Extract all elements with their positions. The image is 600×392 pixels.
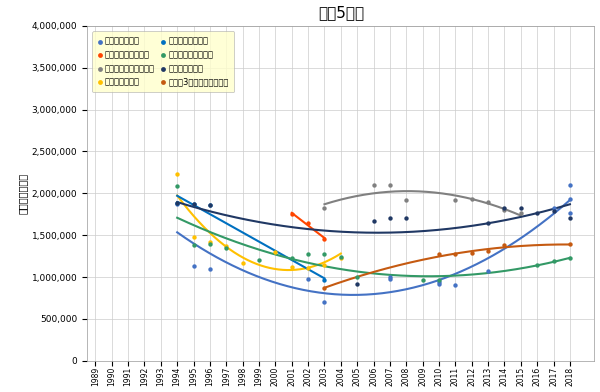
サンプラハ東陽 xyxy=(172,201,182,207)
ローズハイム東陽町 xyxy=(549,258,559,264)
永信東陽ハイツ xyxy=(500,205,509,212)
ローズハイム東陽町 xyxy=(205,240,215,247)
サンプラハ東陽 xyxy=(385,276,395,282)
Y-axis label: 坤単価（万円）: 坤単価（万円） xyxy=(17,173,28,214)
秀和第3東陽町レジデンス xyxy=(565,241,575,248)
マンション東陽 xyxy=(336,255,346,261)
永信東陽ハイツ xyxy=(352,281,362,287)
サンプラハ東陽 xyxy=(451,282,460,289)
秀和第3東陽町レジデンス xyxy=(320,285,329,291)
ダイアパレス東陽町 xyxy=(320,236,329,243)
パークハウス木場公園 xyxy=(467,196,476,202)
ローズハイム東陽町 xyxy=(221,245,231,251)
ローズハイム東陽町 xyxy=(352,274,362,280)
マンション東陽 xyxy=(205,239,215,245)
ローズハイム東陽町 xyxy=(189,242,199,249)
マンション東陽 xyxy=(221,243,231,249)
永信東陽ハイツ xyxy=(483,220,493,227)
秀和第3東陽町レジデンス xyxy=(451,250,460,257)
ローズハイム東陽町 xyxy=(172,183,182,189)
永信東陽ハイツ xyxy=(565,214,575,221)
サンプラハ東陽 xyxy=(565,211,575,217)
サンプラハ東陽 xyxy=(205,265,215,272)
マンション東陽 xyxy=(189,234,199,240)
永信東陽ハイツ xyxy=(516,205,526,212)
ローズハイム東陽町 xyxy=(320,251,329,258)
マンション東陽 xyxy=(238,260,247,266)
ローズハイム東陽町 xyxy=(287,255,296,261)
ローズハイム東陽町 xyxy=(565,255,575,261)
Legend: サンプラハ東陽, ダイアパレス東陽町, パークハウス木場公園, マンション東陽, ルミナス木場公園, ローズハイム東陽町, 永信東陽ハイツ, 秀和第3東陽町レジ: サンプラハ東陽, ダイアパレス東陽町, パークハウス木場公園, マンション東陽,… xyxy=(92,31,235,93)
秀和第3東陽町レジデンス xyxy=(467,250,476,256)
Title: 東陽5丁目: 東陽5丁目 xyxy=(318,5,364,20)
パークハウス木場公園 xyxy=(500,207,509,213)
永信東陽ハイツ xyxy=(172,200,182,207)
秀和第3東陽町レジデンス xyxy=(434,251,444,258)
パークハウス木場公園 xyxy=(320,205,329,212)
ルミナス木場公園 xyxy=(205,202,215,208)
パークハウス木場公園 xyxy=(401,197,411,203)
マンション東陽 xyxy=(287,264,296,270)
パークハウス木場公園 xyxy=(369,182,379,188)
ローズハイム東陽町 xyxy=(532,262,542,269)
永信東陽ハイツ xyxy=(532,211,542,217)
ローズハイム東陽町 xyxy=(434,277,444,283)
ルミナス木場公園 xyxy=(189,201,199,207)
永信東陽ハイツ xyxy=(401,215,411,221)
サンプラハ東陽 xyxy=(565,182,575,188)
パークハウス木場公園 xyxy=(385,182,395,188)
サンプラハ東陽 xyxy=(483,268,493,274)
秀和第3東陽町レジデンス xyxy=(500,242,509,249)
サンプラハ東陽 xyxy=(434,279,444,285)
サンプラハ東陽 xyxy=(189,263,199,269)
サンプラハ東陽 xyxy=(565,196,575,202)
永信東陽ハイツ xyxy=(369,218,379,224)
ローズハイム東陽町 xyxy=(418,277,427,283)
秀和第3東陽町レジデンス xyxy=(483,248,493,254)
サンプラハ東陽 xyxy=(549,205,559,211)
マンション東陽 xyxy=(271,249,280,255)
永信東陽ハイツ xyxy=(549,208,559,214)
ルミナス木場公園 xyxy=(172,200,182,207)
ローズハイム東陽町 xyxy=(336,254,346,260)
ルミナス木場公園 xyxy=(320,277,329,283)
ダイアパレス東陽町 xyxy=(303,220,313,226)
ローズハイム東陽町 xyxy=(303,251,313,258)
サンプラハ東陽 xyxy=(385,274,395,280)
サンプラハ東陽 xyxy=(320,299,329,305)
ダイアパレス東陽町 xyxy=(287,211,296,218)
永信東陽ハイツ xyxy=(385,215,395,221)
パークハウス木場公園 xyxy=(516,211,526,217)
マンション東陽 xyxy=(320,261,329,268)
サンプラハ東陽 xyxy=(434,281,444,287)
パークハウス木場公園 xyxy=(451,197,460,203)
パークハウス木場公園 xyxy=(483,199,493,205)
サンプラハ東陽 xyxy=(303,276,313,282)
マンション東陽 xyxy=(303,265,313,271)
永信東陽ハイツ xyxy=(189,201,199,207)
マンション東陽 xyxy=(172,171,182,177)
永信東陽ハイツ xyxy=(205,202,215,208)
ローズハイム東陽町 xyxy=(254,257,264,263)
